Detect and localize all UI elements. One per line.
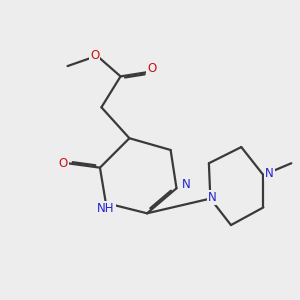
Text: N: N xyxy=(182,178,190,191)
Text: N: N xyxy=(265,167,274,180)
Text: O: O xyxy=(90,49,99,62)
Text: O: O xyxy=(58,157,68,170)
Text: O: O xyxy=(147,62,157,75)
Text: N: N xyxy=(208,190,216,204)
Text: NH: NH xyxy=(97,202,115,215)
